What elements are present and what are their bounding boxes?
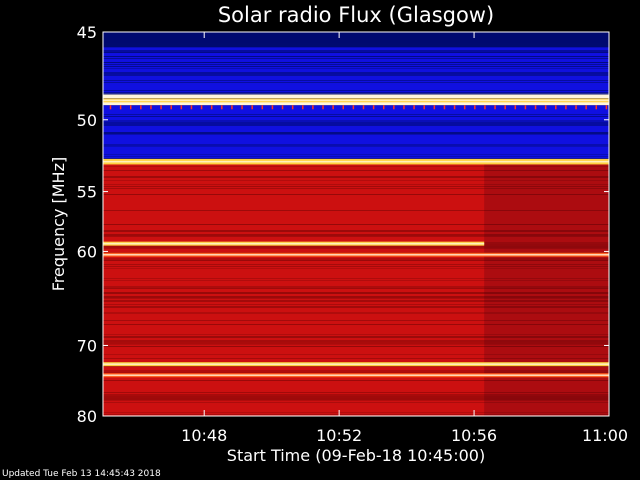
plot-frame xyxy=(102,31,610,417)
y-axis: 45 50 55 60 70 80 xyxy=(77,23,609,426)
y-tick-label-2: 55 xyxy=(77,183,97,202)
y-tick-label-1: 50 xyxy=(77,111,97,130)
y-axis-label: Frequency [MHz] xyxy=(49,157,68,291)
y-tick-label-4: 70 xyxy=(77,336,97,355)
y-tick-label-0: 45 xyxy=(77,23,97,42)
chart-title: Solar radio Flux (Glasgow) xyxy=(218,3,494,27)
late-darkening xyxy=(484,164,609,416)
plot-area xyxy=(103,32,609,416)
x-axis-label: Start Time (09-Feb-18 10:45:00) xyxy=(227,446,485,465)
x-tick-label-3: 11:00 xyxy=(582,426,628,445)
texture xyxy=(103,36,609,415)
y-tick-label-5: 80 xyxy=(77,407,97,426)
y-tick-label-3: 60 xyxy=(77,242,97,261)
update-timestamp: Updated Tue Feb 13 14:45:43 2018 xyxy=(2,469,161,479)
x-tick-label-1: 10:52 xyxy=(316,426,362,445)
x-tick-label-2: 10:56 xyxy=(451,426,497,445)
x-tick-label-0: 10:48 xyxy=(181,426,227,445)
x-axis: 10:48 10:52 10:56 11:00 xyxy=(181,32,628,445)
band-top-dark xyxy=(103,32,609,48)
